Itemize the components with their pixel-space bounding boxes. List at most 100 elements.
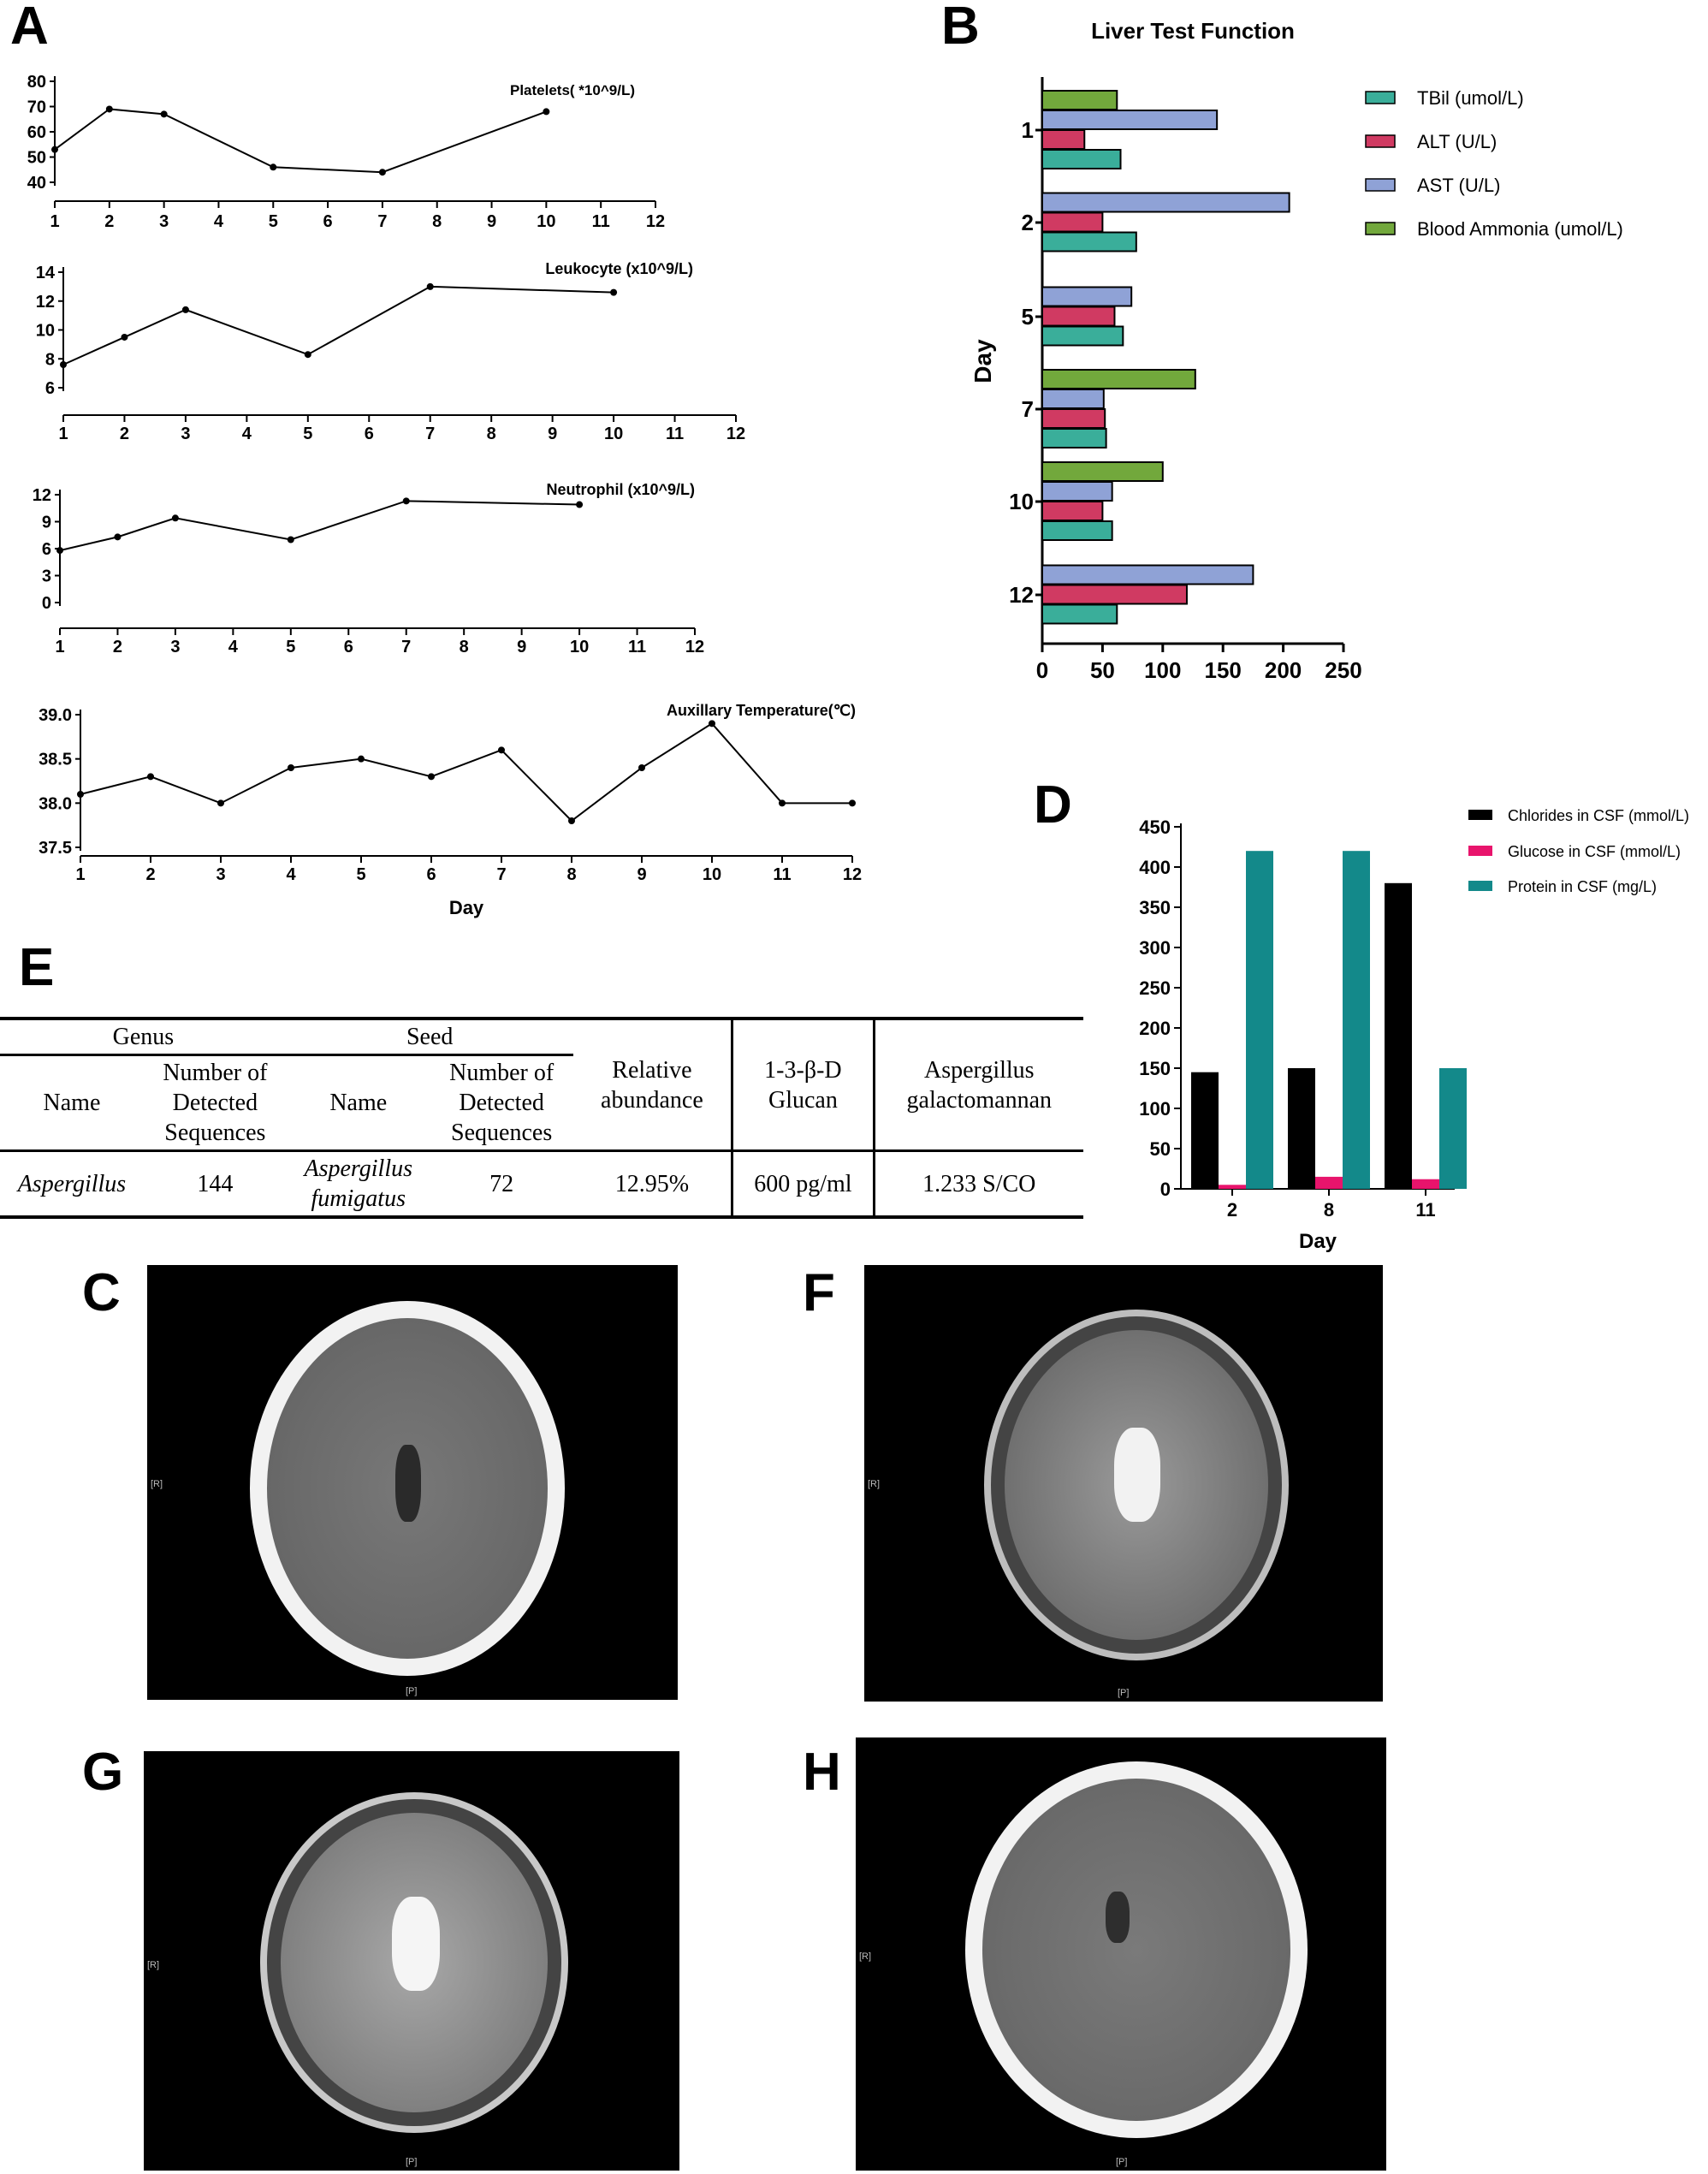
y-tick-label: 7 — [1022, 396, 1034, 422]
x-tick-label: 9 — [637, 865, 646, 884]
legend-swatch — [1365, 134, 1396, 148]
panel-label-a: A — [10, 0, 49, 56]
x-tick-label: 1 — [55, 638, 64, 656]
x-tick-label: 2 — [1227, 1199, 1237, 1221]
data-point — [610, 288, 618, 296]
x-tick-label: 1 — [50, 212, 59, 231]
legend-label: AST (U/L) — [1417, 175, 1500, 196]
data-point — [426, 282, 434, 290]
y-tick-label: 10 — [1009, 489, 1034, 514]
x-tick-label: 12 — [646, 212, 665, 231]
panel-label-d: D — [1034, 775, 1072, 835]
x-tick-label: 11 — [773, 865, 791, 884]
x-tick-label: 2 — [104, 212, 114, 231]
galactomannan-cell: 1.233 S/CO — [874, 1149, 1083, 1219]
x-tick-label: 7 — [377, 212, 387, 231]
legend-label: TBil (umol/L) — [1417, 87, 1524, 109]
y-axis-title: Day — [970, 339, 996, 383]
y-tick-label: 0 — [1160, 1179, 1171, 1200]
legend-swatch — [1468, 881, 1492, 891]
data-point — [709, 720, 715, 728]
x-tick-label: 9 — [517, 638, 526, 656]
bar — [1041, 520, 1113, 541]
data-point — [378, 169, 386, 176]
x-tick-label: 4 — [228, 638, 239, 656]
brain-tissue — [982, 1779, 1290, 2121]
series-title: Platelets( *10^9/L) — [510, 82, 635, 98]
bar — [1219, 1185, 1246, 1189]
x-tick-label: 150 — [1205, 657, 1242, 683]
bar — [1041, 192, 1290, 213]
seed-header: Seed — [286, 1017, 573, 1056]
x-tick-label: 12 — [843, 865, 862, 884]
x-tick-label: 6 — [365, 425, 374, 443]
data-point — [60, 361, 67, 368]
data-point — [287, 536, 294, 544]
seed-count-header-line: Detected — [459, 1090, 544, 1116]
x-tick-label: 6 — [426, 865, 436, 884]
data-point — [288, 764, 294, 771]
bar — [1439, 1068, 1467, 1189]
seed-count-header-line: Number of — [449, 1060, 555, 1086]
x-tick-label: 5 — [303, 425, 312, 443]
series-title: Leukocyte (x10^9/L) — [545, 260, 693, 277]
data-point — [121, 333, 128, 341]
bar — [1385, 882, 1412, 1189]
y-tick-label: 50 — [27, 149, 46, 168]
bar — [1041, 325, 1124, 347]
y-tick-label: 70 — [27, 98, 46, 117]
genus-header: Genus — [0, 1017, 287, 1056]
legend-label: Protein in CSF (mg/L) — [1508, 878, 1657, 895]
bar — [1191, 1072, 1219, 1189]
galactomannan-header-line: Aspergillus — [923, 1056, 1035, 1084]
data-point — [779, 799, 786, 807]
scan-marker-p: [P] — [406, 2157, 418, 2167]
y-tick-label: 2 — [1022, 210, 1034, 235]
x-tick-label: 4 — [242, 425, 252, 443]
y-tick-label: 150 — [1139, 1058, 1171, 1079]
panel-label-c: C — [82, 1263, 121, 1322]
series-line — [80, 722, 852, 823]
genus-count-cell: 144 — [143, 1149, 287, 1219]
data-point — [304, 351, 311, 359]
x-axis-title: Day — [449, 897, 484, 918]
y-tick-label: 37.5 — [39, 839, 72, 858]
x-tick-label: 3 — [216, 865, 225, 884]
x-tick-label: 11 — [1415, 1199, 1435, 1221]
legend-swatch — [1365, 178, 1396, 192]
bar — [1288, 1068, 1315, 1189]
x-tick-label: 3 — [159, 212, 169, 231]
data-point — [181, 306, 189, 313]
x-tick-label: 100 — [1144, 657, 1181, 683]
y-tick-label: 80 — [27, 73, 46, 92]
x-tick-label: 3 — [170, 638, 180, 656]
y-tick-label: 400 — [1139, 857, 1171, 878]
panel-label-b: B — [941, 0, 980, 56]
seed-count-cell: 72 — [430, 1149, 573, 1219]
legend-label: ALT (U/L) — [1417, 131, 1497, 152]
y-tick-label: 38.0 — [39, 794, 72, 813]
glucan-cell: 600 pg/ml — [731, 1149, 875, 1219]
bar — [1246, 851, 1273, 1189]
galactomannan-header: Aspergillus galactomannan — [874, 1017, 1083, 1151]
x-tick-label: 8 — [432, 212, 442, 231]
genus-count-header: Number of Detected Sequences — [144, 1055, 287, 1151]
data-point — [543, 108, 550, 116]
data-point — [160, 110, 168, 118]
x-tick-label: 8 — [487, 425, 496, 443]
legend-swatch — [1468, 810, 1492, 820]
glucan-header: 1-3-β-D Glucan — [731, 1017, 875, 1151]
scan-marker-p: [P] — [1118, 1688, 1130, 1698]
bar — [1343, 851, 1370, 1189]
genus-count-header-line: Sequences — [164, 1120, 266, 1146]
x-tick-label: 5 — [286, 638, 295, 656]
ct-scan-h: [R] [P] — [856, 1737, 1386, 2171]
ventricle — [1106, 1892, 1130, 1943]
legend-label: Blood Ammonia (umol/L) — [1417, 218, 1623, 240]
data-point — [568, 817, 575, 824]
series-title: Neutrophil (x10^9/L) — [546, 481, 695, 498]
genus-cell: Aspergillus — [0, 1149, 144, 1219]
scan-marker-r: [R] — [151, 1479, 163, 1489]
ct-scan-c: [R] [P] — [147, 1265, 678, 1700]
relative-abundance-header: Relative abundance — [572, 1017, 732, 1151]
